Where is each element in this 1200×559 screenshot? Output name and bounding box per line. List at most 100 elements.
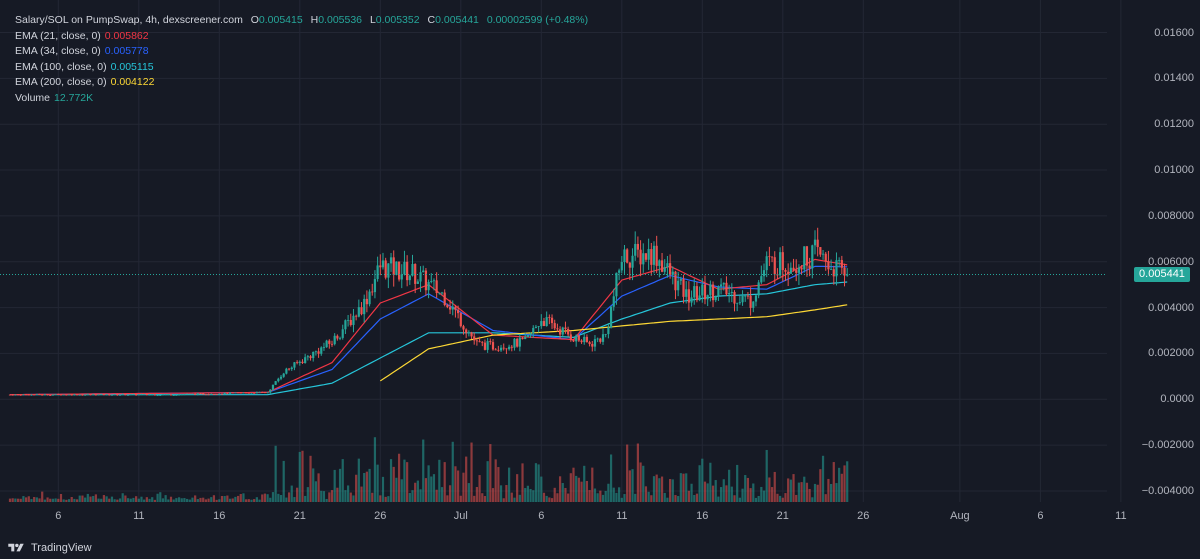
volume-bar (674, 495, 677, 502)
volume-bar (78, 495, 81, 502)
high-value: 0.005536 (318, 14, 363, 26)
candle-body (454, 306, 457, 310)
volume-bar (247, 499, 250, 502)
candle-body (792, 267, 795, 271)
indicator-ema200[interactable]: EMA (200, close, 0) 0.004122 (15, 76, 155, 89)
candle-body (607, 327, 610, 335)
volume-bar (427, 465, 430, 502)
candle-body (430, 281, 433, 282)
x-tick-label: 6 (538, 510, 545, 522)
volume-bar (395, 477, 398, 502)
candle-body (805, 246, 809, 266)
volume-bar (89, 496, 92, 502)
candle-body (296, 362, 299, 364)
candle-body (218, 393, 221, 395)
candle-body (247, 392, 250, 394)
volume-bar (628, 470, 631, 502)
candle-body (336, 335, 339, 339)
volume-bar (347, 485, 350, 502)
volume-bar (521, 463, 524, 502)
candle-body (261, 392, 264, 393)
candle-body (631, 255, 634, 268)
candle-body (389, 257, 393, 264)
candle-body (816, 239, 819, 248)
volume-bar (797, 482, 800, 502)
candle-body (620, 262, 623, 271)
candle-body (207, 394, 210, 396)
volume-bar (620, 497, 623, 502)
candle-body (416, 281, 419, 284)
volume-bar (22, 496, 25, 502)
candle-body (84, 394, 87, 396)
volume-bar (475, 486, 478, 502)
candle-body (797, 267, 800, 273)
candle-body (502, 347, 505, 349)
candle-body (634, 243, 637, 256)
candle-body (349, 319, 352, 325)
candle-body (137, 394, 140, 396)
volume-bar (285, 497, 288, 502)
volume-bar (483, 496, 487, 502)
candle-body (14, 394, 17, 396)
candle-body (580, 340, 583, 343)
volume-bar (703, 481, 707, 502)
candle-body (419, 272, 422, 282)
candle-body (408, 275, 411, 281)
indicator-ema21[interactable]: EMA (21, close, 0) 0.005862 (15, 29, 149, 42)
x-tick-label: 11 (133, 510, 145, 522)
candle-body (846, 274, 849, 276)
candle-body (516, 338, 519, 347)
volume-bar (639, 462, 642, 502)
x-tick-label: 16 (213, 510, 226, 522)
volume-bar (172, 499, 175, 502)
candle-body (465, 329, 468, 333)
volume-bar (274, 445, 277, 502)
volume-bar (35, 497, 38, 502)
y-tick-label: 0.0000 (1160, 393, 1194, 406)
volume-bar (105, 496, 108, 502)
candle-body (403, 261, 406, 275)
candle-body (486, 341, 489, 350)
candle-body (475, 340, 478, 342)
candle-body (781, 252, 784, 271)
volume-bar (411, 490, 414, 502)
candle-body (542, 321, 546, 327)
candle-body (719, 284, 723, 287)
candle-body (432, 280, 436, 282)
candle-body (304, 357, 307, 363)
candle-body (65, 394, 68, 396)
candle-body (800, 267, 803, 270)
indicator-ema100[interactable]: EMA (100, close, 0) 0.005115 (15, 60, 154, 73)
candle-body (110, 394, 114, 396)
footer-brand[interactable]: TradingView (6, 542, 92, 554)
candle-body (459, 313, 462, 327)
candle-body (271, 384, 275, 390)
x-tick-label: 6 (1037, 510, 1044, 522)
volume-bar (183, 498, 186, 502)
volume-bar (186, 498, 189, 502)
volume-bar (344, 490, 347, 502)
candle-body (601, 334, 605, 342)
candle-body (113, 394, 116, 395)
candle-body (188, 393, 191, 395)
candle-body (121, 394, 124, 395)
volume-bar (508, 467, 511, 502)
candle-body (344, 320, 347, 330)
indicator-ema34[interactable]: EMA (34, close, 0) 0.005778 (15, 45, 149, 58)
indicator-volume[interactable]: Volume 12.772K (15, 91, 94, 104)
volume-bar (545, 495, 548, 502)
candle-body (30, 394, 33, 396)
candle-body (411, 263, 414, 276)
candle-body (537, 326, 540, 327)
volume-bar (658, 478, 661, 502)
volume-bar (695, 493, 699, 502)
candle-body (483, 342, 487, 350)
candle-body (126, 394, 130, 396)
candle-body (148, 394, 151, 396)
volume-bar (296, 487, 299, 502)
volume-bar (387, 496, 390, 502)
candle-body (314, 351, 317, 353)
candle-body (301, 361, 304, 363)
volume-bar (250, 499, 253, 502)
